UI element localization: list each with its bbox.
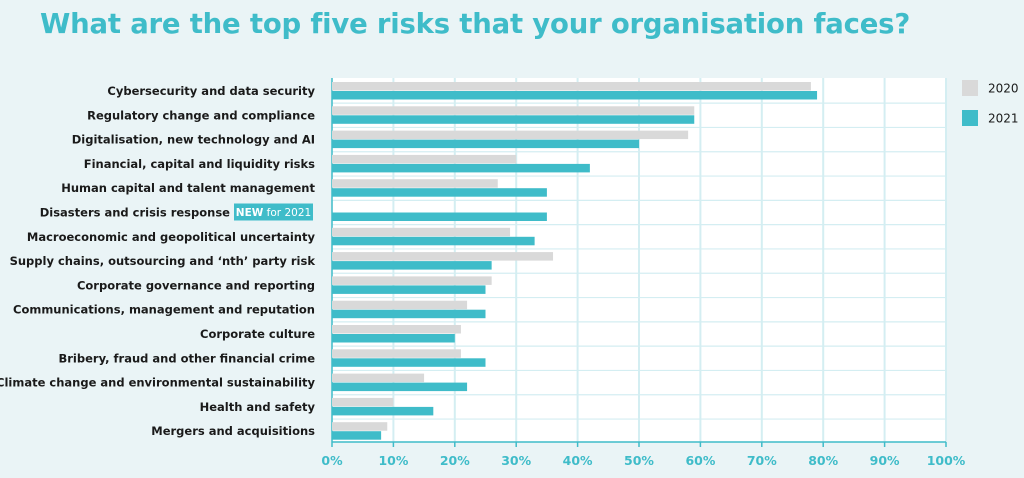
bar-2021 xyxy=(332,406,434,416)
bar-2020 xyxy=(332,130,689,140)
bar-2020 xyxy=(332,106,695,115)
x-tick-label: 20% xyxy=(440,453,470,468)
bar-2020 xyxy=(332,325,461,334)
category-label: Regulatory change and compliance xyxy=(87,108,315,122)
bar-2021 xyxy=(332,139,639,149)
bar-2021 xyxy=(332,236,535,246)
category-label: Financial, capital and liquidity risks xyxy=(84,157,315,171)
bar-2020 xyxy=(332,252,554,261)
category-label: Macroeconomic and geopolitical uncertain… xyxy=(27,230,316,244)
bar-2020 xyxy=(332,154,517,164)
x-tick-label: 60% xyxy=(685,453,715,468)
x-tick-label: 80% xyxy=(808,453,838,468)
bar-2021 xyxy=(332,91,818,100)
bar-2021 xyxy=(332,334,455,343)
category-label: Climate change and environmental sustain… xyxy=(0,376,316,390)
x-tick-label: 0% xyxy=(321,453,343,468)
bar-2020 xyxy=(332,397,394,407)
bar-2021 xyxy=(332,309,486,319)
x-tick-label: 100% xyxy=(927,453,966,468)
category-label: Corporate governance and reporting xyxy=(77,278,315,292)
new-for-2021-badge xyxy=(234,203,313,221)
bar-2021 xyxy=(332,163,590,173)
bar-2020 xyxy=(332,300,468,310)
x-tick-label: 10% xyxy=(378,453,408,468)
category-label: Bribery, fraud and other financial crime xyxy=(59,351,316,365)
bar-2020 xyxy=(332,179,498,188)
bar-2021 xyxy=(332,382,468,392)
category-label: Disasters and crisis response xyxy=(40,206,230,220)
category-label: Communications, management and reputatio… xyxy=(13,303,315,317)
category-label: Corporate culture xyxy=(200,327,315,341)
category-label: Health and safety xyxy=(200,400,316,414)
bar-2020 xyxy=(332,373,425,383)
category-label: Mergers and acquisitions xyxy=(151,424,315,438)
chart-title: What are the top five risks that your or… xyxy=(40,8,911,40)
legend-label: 2020 xyxy=(988,82,1019,96)
category-label: Digitalisation, new technology and AI xyxy=(72,133,315,147)
bar-2020 xyxy=(332,349,461,358)
bar-2021 xyxy=(332,431,382,440)
bar-2021 xyxy=(332,358,486,367)
category-label: Supply chains, outsourcing and ‘nth’ par… xyxy=(10,254,316,268)
legend-swatch xyxy=(962,80,978,96)
x-tick-label: 90% xyxy=(870,453,900,468)
bar-2021 xyxy=(332,115,695,124)
x-tick-label: 40% xyxy=(563,453,593,468)
legend-swatch xyxy=(962,110,978,126)
bar-2021 xyxy=(332,212,547,221)
x-tick-label: 70% xyxy=(747,453,777,468)
category-label: Cybersecurity and data security xyxy=(107,84,315,98)
bar-2021 xyxy=(332,261,492,270)
legend-label: 2021 xyxy=(988,112,1019,126)
x-tick-label: 30% xyxy=(501,453,531,468)
x-tick-label: 50% xyxy=(624,453,654,468)
bar-2021 xyxy=(332,188,547,197)
category-label: Human capital and talent management xyxy=(61,181,315,195)
bar-2020 xyxy=(332,276,492,285)
bar-2020 xyxy=(332,82,811,91)
bar-2020 xyxy=(332,422,388,431)
bar-2021 xyxy=(332,285,486,294)
badge-label: NEW for 2021 xyxy=(236,207,311,219)
bar-2020 xyxy=(332,227,511,237)
